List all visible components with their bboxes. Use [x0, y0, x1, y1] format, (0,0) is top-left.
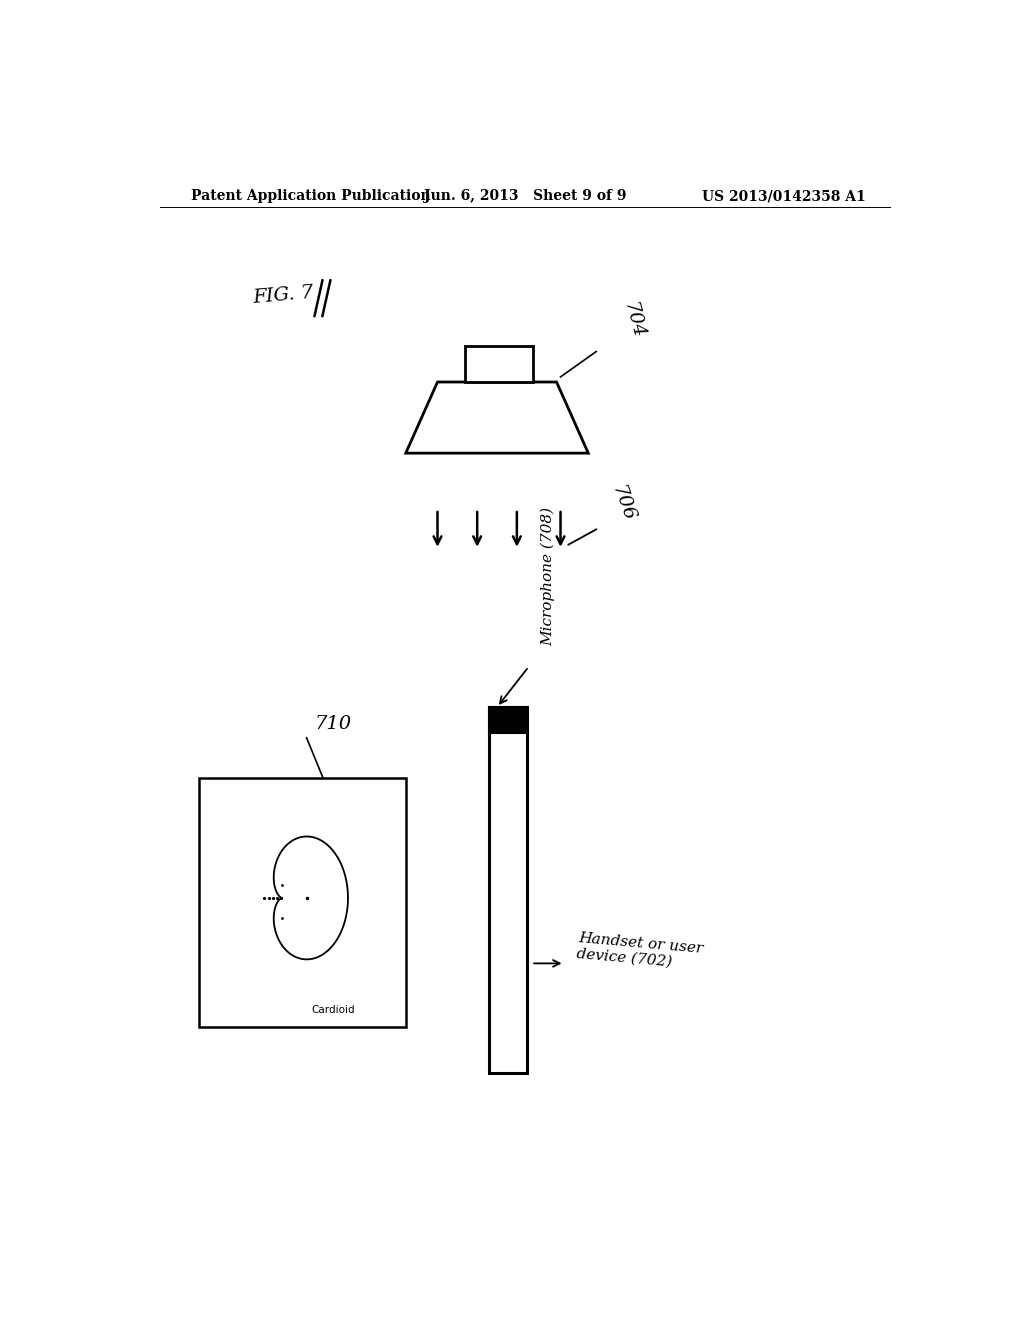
- Text: Jun. 6, 2013   Sheet 9 of 9: Jun. 6, 2013 Sheet 9 of 9: [424, 189, 626, 203]
- Polygon shape: [406, 381, 588, 453]
- Text: 706: 706: [608, 483, 638, 524]
- Text: 710: 710: [314, 714, 351, 733]
- Text: Handset or user
device (702): Handset or user device (702): [577, 931, 703, 972]
- Text: 704: 704: [620, 301, 647, 342]
- Text: Cardioid: Cardioid: [311, 1006, 355, 1015]
- Text: FIG. 7: FIG. 7: [252, 284, 314, 308]
- Bar: [465, 346, 532, 381]
- Text: Patent Application Publication: Patent Application Publication: [191, 189, 431, 203]
- Bar: [489, 708, 527, 733]
- Text: Microphone (708): Microphone (708): [541, 507, 555, 647]
- Bar: [489, 708, 527, 1073]
- Text: US 2013/0142358 A1: US 2013/0142358 A1: [702, 189, 866, 203]
- Bar: [200, 779, 406, 1027]
